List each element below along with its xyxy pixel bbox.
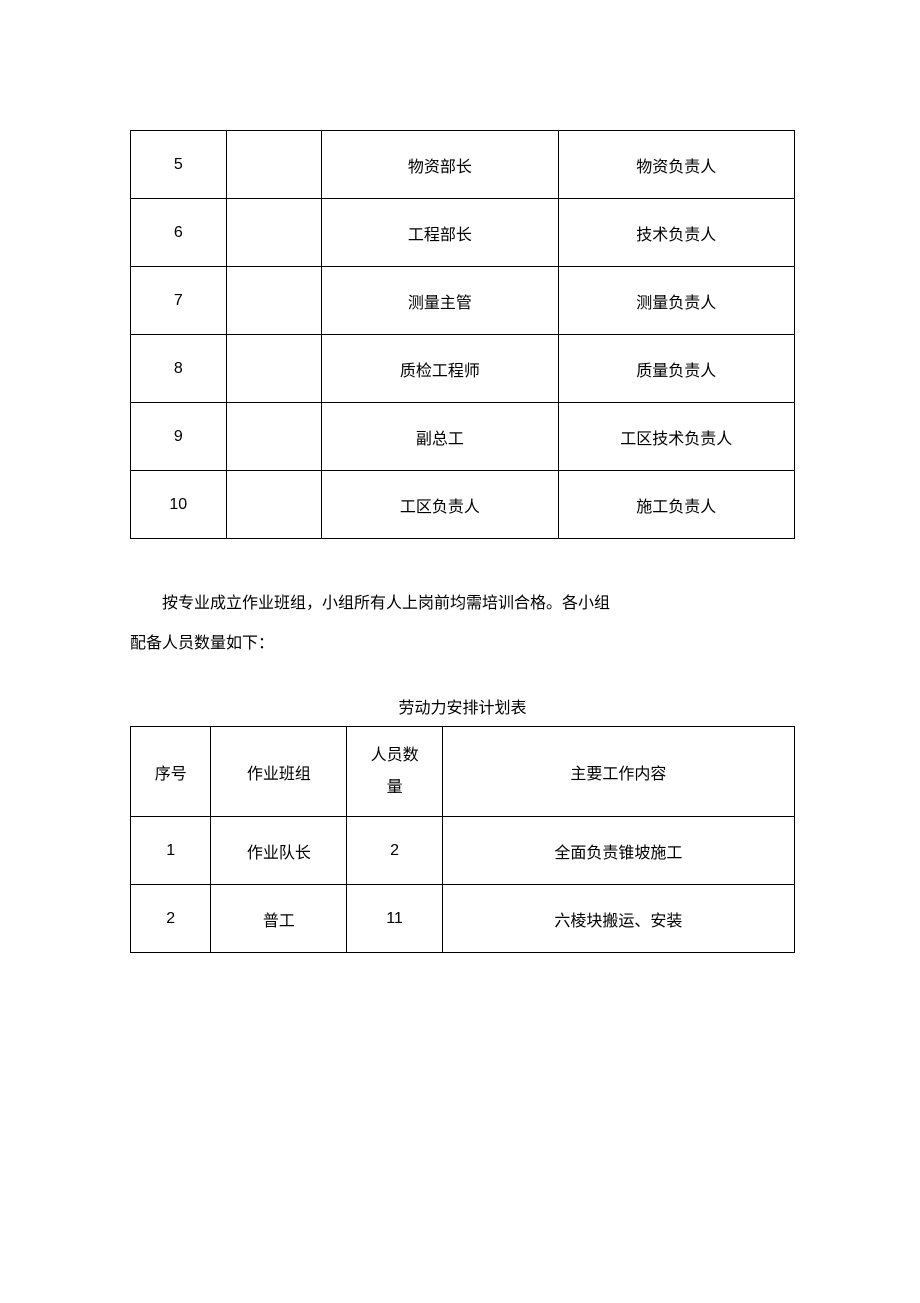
row-role: 工程部长: [322, 199, 558, 267]
table-row: 9 副总工 工区技术负责人: [131, 403, 795, 471]
row-role: 物资部长: [322, 131, 558, 199]
table-row: 8 质检工程师 质量负责人: [131, 335, 795, 403]
roles-table: 5 物资部长 物资负责人 6 工程部长 技术负责人 7 测量主管 测量负责人 8…: [130, 130, 795, 539]
row-number: 1: [131, 817, 211, 885]
row-team: 作业队长: [211, 817, 347, 885]
table-row: 10 工区负责人 施工负责人: [131, 471, 795, 539]
table-row: 5 物资部长 物资负责人: [131, 131, 795, 199]
row-role: 质检工程师: [322, 335, 558, 403]
row-count: 2: [347, 817, 443, 885]
paragraph-line2: 配备人员数量如下：: [130, 635, 274, 652]
row-empty: [226, 199, 322, 267]
header-count-line1: 人员数: [371, 747, 419, 764]
row-work: 六棱块搬运、安装: [442, 885, 794, 953]
row-role: 副总工: [322, 403, 558, 471]
row-number: 5: [131, 131, 227, 199]
table-header-row: 序号 作业班组 人员数 量 主要工作内容: [131, 727, 795, 817]
row-number: 10: [131, 471, 227, 539]
row-number: 9: [131, 403, 227, 471]
row-responsibility: 技术负责人: [558, 199, 794, 267]
row-count: 11: [347, 885, 443, 953]
labor-table: 序号 作业班组 人员数 量 主要工作内容 1 作业队长 2 全面负责锥坡施工 2…: [130, 726, 795, 953]
row-empty: [226, 403, 322, 471]
row-responsibility: 物资负责人: [558, 131, 794, 199]
table-row: 2 普工 11 六棱块搬运、安装: [131, 885, 795, 953]
row-role: 工区负责人: [322, 471, 558, 539]
row-number: 7: [131, 267, 227, 335]
row-empty: [226, 471, 322, 539]
row-responsibility: 测量负责人: [558, 267, 794, 335]
header-num: 序号: [131, 727, 211, 817]
header-count: 人员数 量: [347, 727, 443, 817]
row-work: 全面负责锥坡施工: [442, 817, 794, 885]
table-row: 7 测量主管 测量负责人: [131, 267, 795, 335]
row-responsibility: 施工负责人: [558, 471, 794, 539]
row-empty: [226, 335, 322, 403]
labor-table-head: 序号 作业班组 人员数 量 主要工作内容: [131, 727, 795, 817]
roles-table-body: 5 物资部长 物资负责人 6 工程部长 技术负责人 7 测量主管 测量负责人 8…: [131, 131, 795, 539]
labor-table-title: 劳动力安排计划表: [130, 694, 795, 718]
labor-table-body: 1 作业队长 2 全面负责锥坡施工 2 普工 11 六棱块搬运、安装: [131, 817, 795, 953]
row-number: 8: [131, 335, 227, 403]
row-number: 6: [131, 199, 227, 267]
row-empty: [226, 267, 322, 335]
header-count-line2: 量: [387, 779, 403, 796]
body-paragraph: 按专业成立作业班组，小组所有人上岗前均需培训合格。各小组 配备人员数量如下：: [130, 584, 795, 664]
row-empty: [226, 131, 322, 199]
table-row: 1 作业队长 2 全面负责锥坡施工: [131, 817, 795, 885]
paragraph-line1: 按专业成立作业班组，小组所有人上岗前均需培训合格。各小组: [162, 595, 610, 612]
row-responsibility: 工区技术负责人: [558, 403, 794, 471]
header-work: 主要工作内容: [442, 727, 794, 817]
header-team: 作业班组: [211, 727, 347, 817]
row-number: 2: [131, 885, 211, 953]
row-role: 测量主管: [322, 267, 558, 335]
table-row: 6 工程部长 技术负责人: [131, 199, 795, 267]
row-responsibility: 质量负责人: [558, 335, 794, 403]
row-team: 普工: [211, 885, 347, 953]
